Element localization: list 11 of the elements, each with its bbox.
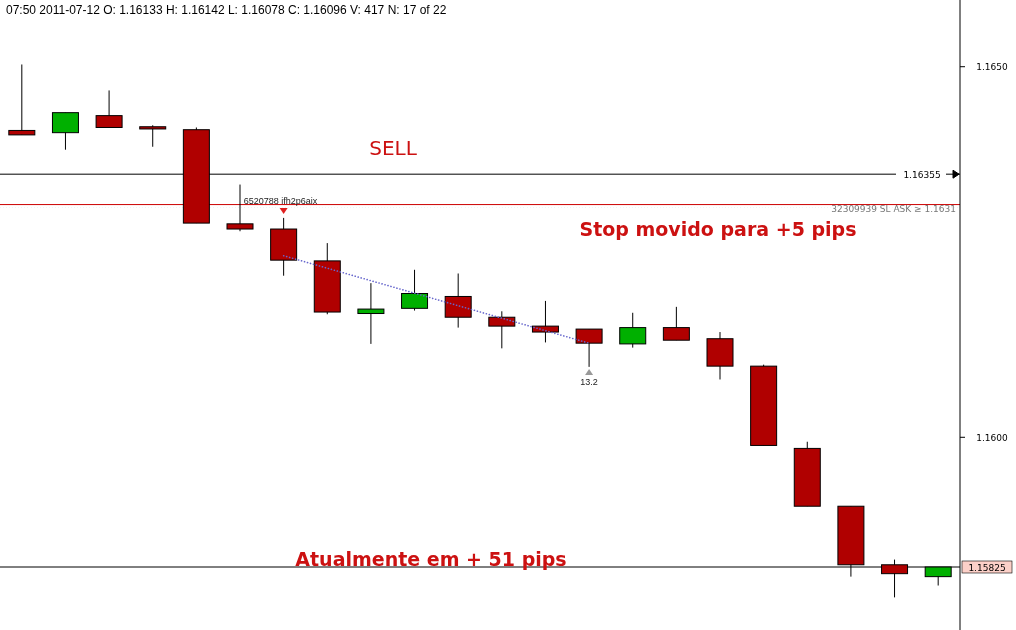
y-tick-label: 1.1650 [976,62,1009,73]
annotation: 6520788 ifh2p6aix [243,195,318,206]
ref-line-label: 32309939 SL ASK ≥ 1.1631 [831,203,956,214]
annotation: SELL [369,136,418,160]
ref-line-label: 1.15825 [968,562,1006,573]
annotation: Atualmente em + 51 pips [295,548,567,570]
annotation: Stop movido para +5 pips [579,218,857,240]
annotation: 13.2 [580,376,598,387]
ref-line-label: 1.16355 [903,169,941,180]
chart-title: 07:50 2011-07-12 O: 1.16133 H: 1.16142 L: 1.16078 C: 1.16096 V: 417 N: 17 of 22 [6,3,447,17]
y-tick-label: 1.1600 [976,432,1009,443]
